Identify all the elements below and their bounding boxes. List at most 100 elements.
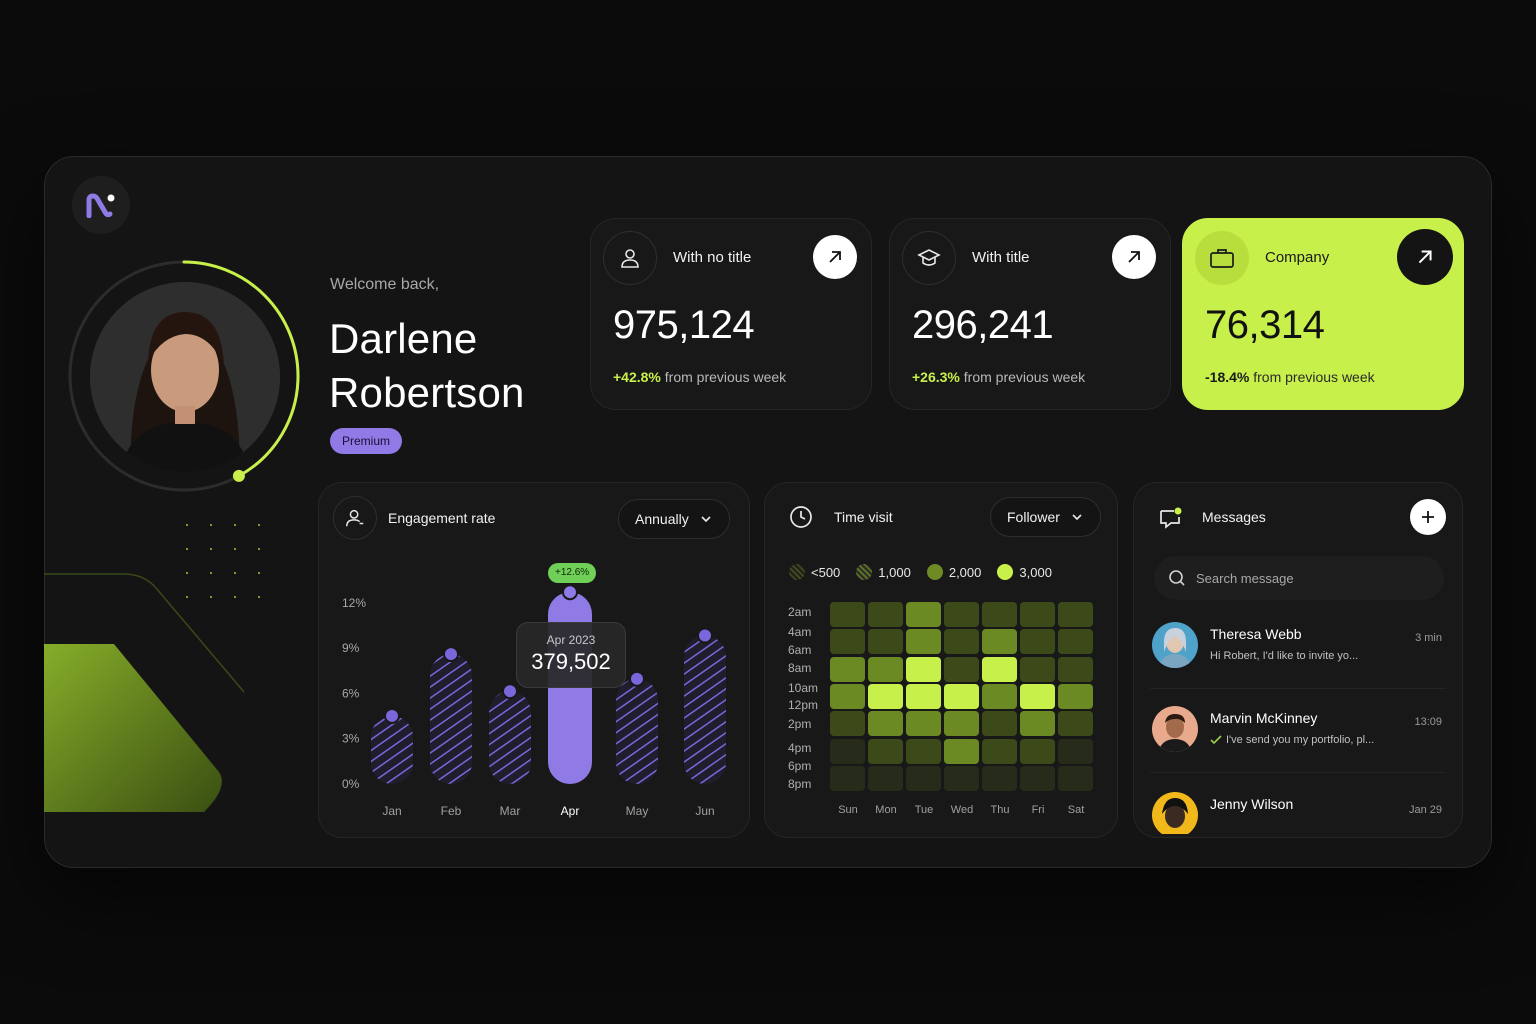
user-first-name: Darlene [329,315,478,362]
heatmap-cell[interactable] [982,765,1017,791]
heatmap-cell[interactable] [944,711,979,737]
heatmap-cell[interactable] [830,656,865,682]
heatmap-cell[interactable] [944,656,979,682]
heatmap-cell[interactable] [1020,602,1055,627]
chevron-down-icon [701,516,711,523]
bar-apr[interactable] [548,592,592,784]
legend-swatch-icon [997,564,1014,580]
heatmap-cell[interactable] [868,711,903,737]
heatmap-day-label: Mon [875,804,897,816]
x-tick-label: May [626,804,649,818]
search-icon [1169,570,1185,586]
heatmap-hour-label: 10am [788,681,819,695]
bar-jun[interactable] [684,635,726,785]
bar-point [562,584,578,601]
heatmap-cell[interactable] [868,683,903,709]
heatmap-cell[interactable] [868,765,903,791]
heatmap-cell[interactable] [830,683,865,709]
heatmap-cell[interactable] [1058,602,1093,627]
heatmap-cell[interactable] [868,629,903,655]
divider [1150,772,1446,773]
heatmap-cell[interactable] [944,683,979,709]
bar-feb[interactable] [430,654,472,784]
decorative-shape [44,573,245,812]
heatmap-cell[interactable] [830,629,865,655]
new-message-button[interactable] [1410,499,1446,535]
heatmap-cell[interactable] [906,602,941,627]
heatmap-cell[interactable] [1020,656,1055,682]
heatmap-cell[interactable] [906,711,941,737]
heatmap-cell[interactable] [906,738,941,764]
heatmap-cell[interactable] [982,629,1017,655]
user-icon [603,231,657,285]
heatmap-cell[interactable] [830,765,865,791]
heatmap-cell[interactable] [868,738,903,764]
sender-name: Marvin McKinney [1210,710,1318,726]
heatmap-cell[interactable] [906,656,941,682]
heatmap-legend: <500 1,000 2,000 3,000 [789,564,1052,580]
heatmap-cell[interactable] [830,602,865,627]
heatmap-cell[interactable] [906,765,941,791]
heatmap-cell[interactable] [1020,765,1055,791]
heatmap-cell[interactable] [1058,738,1093,764]
heatmap-cell[interactable] [944,602,979,627]
message-search-input[interactable]: Search message [1154,556,1444,600]
app-logo[interactable] [72,176,130,234]
legend-item: 2,000 [926,564,981,580]
open-arrow-button[interactable] [1112,235,1156,279]
heatmap-cell[interactable] [906,683,941,709]
legend-swatch-icon [789,564,805,580]
avatar [1152,622,1198,668]
message-time: 13:09 [1414,716,1442,728]
heatmap-cell[interactable] [868,602,903,627]
message-item[interactable]: Jenny Wilson Jan 29 [1150,792,1446,834]
heatmap-cell[interactable] [1058,656,1093,682]
heatmap-cell[interactable] [1020,629,1055,655]
chevron-down-icon [1072,514,1082,521]
arrow-up-right-icon [1128,251,1140,263]
heatmap-hour-label: 2pm [788,717,812,731]
time-visit-title: Time visit [834,509,893,525]
stat-change: +26.3% from previous week [912,369,1086,385]
time-visit-filter-dropdown[interactable]: Follower [990,497,1101,537]
stat-card-company[interactable]: Company 76,314 -18.4% from previous week [1182,218,1464,410]
bar-point [502,683,518,700]
x-tick-label: Mar [500,804,521,818]
y-tick-label: 3% [342,732,360,746]
message-item[interactable]: Marvin McKinney I've send you my portfol… [1150,706,1446,766]
open-arrow-button[interactable] [813,235,857,279]
heatmap-cell[interactable] [982,711,1017,737]
premium-badge: Premium [330,428,403,454]
heatmap-cell[interactable] [1020,738,1055,764]
heatmap-cell[interactable] [906,629,941,655]
bar-may[interactable] [616,678,658,784]
heatmap-cell[interactable] [1058,711,1093,737]
bar-mar[interactable] [489,691,531,784]
heatmap-cell[interactable] [982,683,1017,709]
heatmap-hour-label: 12pm [788,698,819,712]
profile-avatar[interactable] [90,282,280,472]
engagement-period-dropdown[interactable]: Annually [618,499,730,539]
heatmap-cell[interactable] [982,656,1017,682]
heatmap-cell[interactable] [944,765,979,791]
search-placeholder: Search message [1196,570,1294,586]
heatmap-cell[interactable] [1020,711,1055,737]
heatmap-cell[interactable] [944,629,979,655]
message-item[interactable]: Theresa Webb Hi Robert, I'd like to invi… [1150,622,1446,682]
stat-change: -18.4% from previous week [1205,369,1375,385]
bar-jan[interactable] [371,715,413,784]
open-arrow-button[interactable] [1397,229,1453,285]
heatmap-cell[interactable] [1058,765,1093,791]
heatmap-cell[interactable] [830,738,865,764]
heatmap-cell[interactable] [1058,629,1093,655]
stat-card-with-title[interactable]: With title 296,241 +26.3% from previous … [889,218,1171,410]
heatmap-cell[interactable] [944,738,979,764]
heatmap-day-label: Sun [838,804,858,816]
heatmap-cell[interactable] [982,738,1017,764]
heatmap-cell[interactable] [868,656,903,682]
stat-card-no-title[interactable]: With no title 975,124 +42.8% from previo… [590,218,872,410]
heatmap-cell[interactable] [982,602,1017,627]
heatmap-cell[interactable] [1020,683,1055,709]
heatmap-cell[interactable] [1058,683,1093,709]
heatmap-cell[interactable] [830,711,865,737]
